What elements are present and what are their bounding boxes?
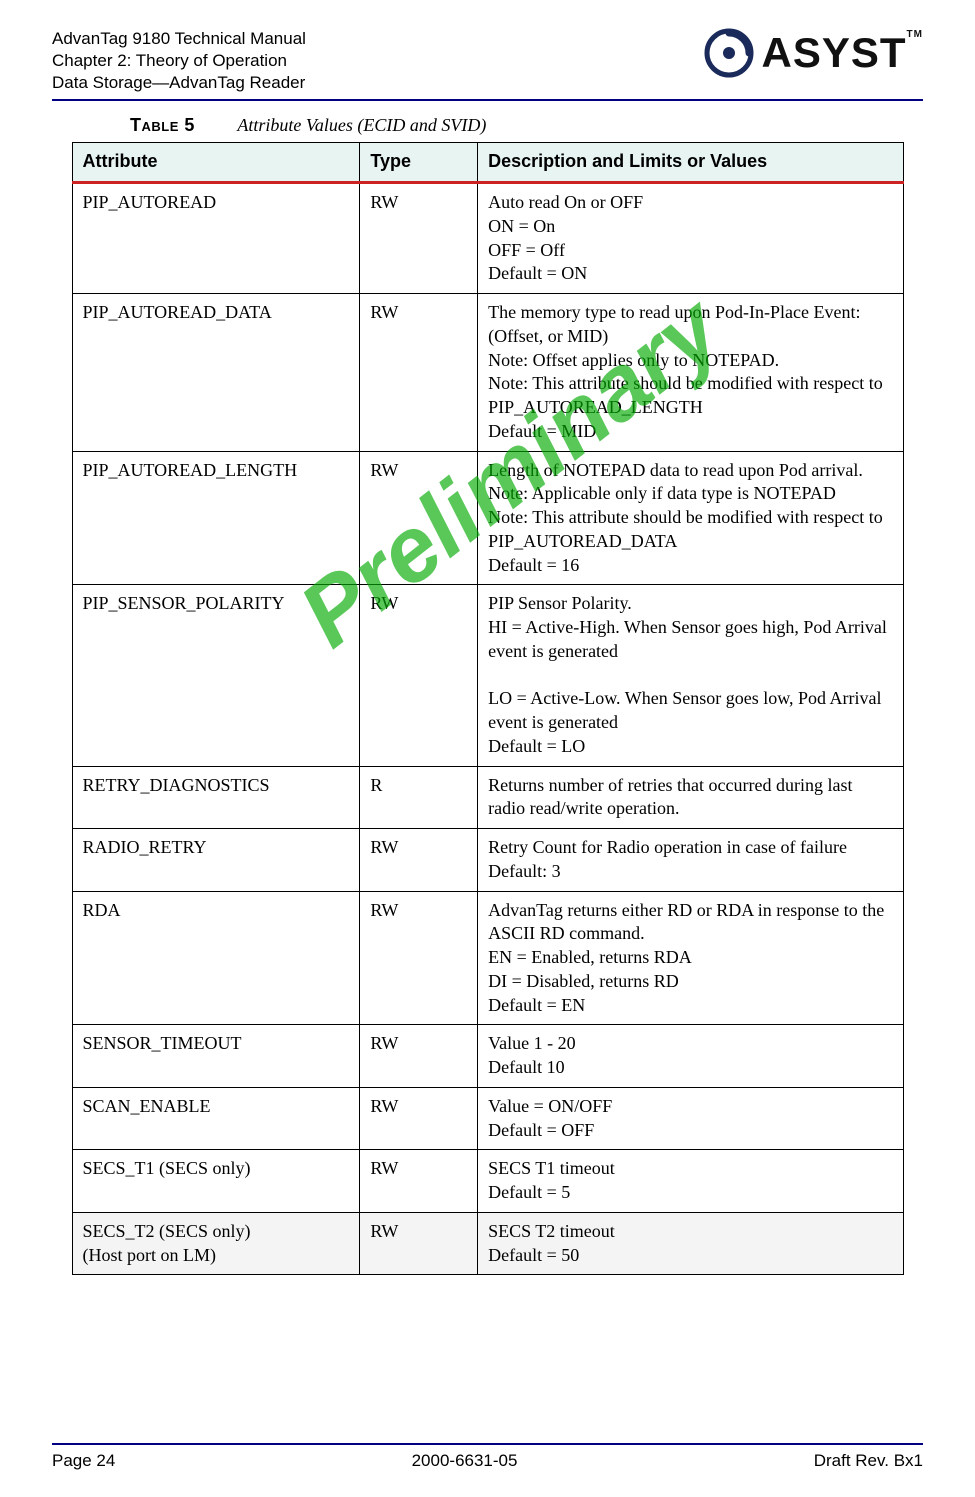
header-left-block: AdvanTag 9180 Technical Manual Chapter 2… <box>52 28 306 93</box>
cell-desc: The memory type to read upon Pod-In-Plac… <box>478 294 903 452</box>
table-caption: Table 5 Attribute Values (ECID and SVID) <box>130 115 923 136</box>
cell-attr: SECS_T2 (SECS only) (Host port on LM) <box>72 1212 360 1275</box>
cell-desc: PIP Sensor Polarity. HI = Active-High. W… <box>478 585 903 766</box>
table-row: PIP_AUTOREADRWAuto read On or OFF ON = O… <box>72 183 903 294</box>
cell-desc: Retry Count for Radio operation in case … <box>478 829 903 892</box>
cell-type: RW <box>360 585 478 766</box>
table-row: SECS_T2 (SECS only) (Host port on LM)RWS… <box>72 1212 903 1275</box>
table-row: RADIO_RETRYRWRetry Count for Radio opera… <box>72 829 903 892</box>
footer-page: Page 24 <box>52 1451 115 1471</box>
cell-type: RW <box>360 1212 478 1275</box>
cell-attr: RDA <box>72 891 360 1025</box>
cell-type: RW <box>360 451 478 585</box>
cell-attr: SENSOR_TIMEOUT <box>72 1025 360 1088</box>
logo-swirl-icon <box>704 28 754 78</box>
doc-title: AdvanTag 9180 Technical Manual <box>52 28 306 50</box>
attribute-table: Attribute Type Description and Limits or… <box>72 142 904 1275</box>
cell-type: RW <box>360 829 478 892</box>
table-row: PIP_AUTOREAD_DATARWThe memory type to re… <box>72 294 903 452</box>
col-attribute: Attribute <box>72 143 360 183</box>
page-header: AdvanTag 9180 Technical Manual Chapter 2… <box>52 28 923 101</box>
col-description: Description and Limits or Values <box>478 143 903 183</box>
table-number: Table 5 <box>130 115 195 135</box>
table-title: Attribute Values (ECID and SVID) <box>237 115 486 135</box>
cell-type: RW <box>360 1150 478 1213</box>
table-header-row: Attribute Type Description and Limits or… <box>72 143 903 183</box>
doc-section: Data Storage—AdvanTag Reader <box>52 72 306 94</box>
table-row: SENSOR_TIMEOUTRWValue 1 - 20 Default 10 <box>72 1025 903 1088</box>
footer-rev: Draft Rev. Bx1 <box>814 1451 923 1471</box>
cell-attr: RADIO_RETRY <box>72 829 360 892</box>
cell-desc: AdvanTag returns either RD or RDA in res… <box>478 891 903 1025</box>
cell-desc: SECS T1 timeout Default = 5 <box>478 1150 903 1213</box>
col-type: Type <box>360 143 478 183</box>
cell-attr: PIP_AUTOREAD_LENGTH <box>72 451 360 585</box>
cell-type: R <box>360 766 478 829</box>
cell-attr: PIP_AUTOREAD <box>72 183 360 294</box>
table-row: RETRY_DIAGNOSTICSRReturns number of retr… <box>72 766 903 829</box>
cell-type: RW <box>360 294 478 452</box>
doc-chapter: Chapter 2: Theory of Operation <box>52 50 306 72</box>
table-row: PIP_AUTOREAD_LENGTHRWLength of NOTEPAD d… <box>72 451 903 585</box>
table-row: PIP_SENSOR_POLARITYRWPIP Sensor Polarity… <box>72 585 903 766</box>
cell-desc: Returns number of retries that occurred … <box>478 766 903 829</box>
cell-desc: Value 1 - 20 Default 10 <box>478 1025 903 1088</box>
page-footer: Page 24 2000-6631-05 Draft Rev. Bx1 <box>52 1443 923 1471</box>
cell-desc: SECS T2 timeout Default = 50 <box>478 1212 903 1275</box>
company-logo: ASYSTTM <box>704 28 923 78</box>
cell-desc: Length of NOTEPAD data to read upon Pod … <box>478 451 903 585</box>
cell-attr: SECS_T1 (SECS only) <box>72 1150 360 1213</box>
logo-text: ASYSTTM <box>762 29 923 77</box>
cell-type: RW <box>360 183 478 294</box>
cell-attr: PIP_AUTOREAD_DATA <box>72 294 360 452</box>
footer-docnum: 2000-6631-05 <box>412 1451 518 1471</box>
cell-type: RW <box>360 1087 478 1150</box>
table-row: SECS_T1 (SECS only)RWSECS T1 timeout Def… <box>72 1150 903 1213</box>
table-row: SCAN_ENABLERWValue = ON/OFF Default = OF… <box>72 1087 903 1150</box>
cell-type: RW <box>360 1025 478 1088</box>
table-row: RDARWAdvanTag returns either RD or RDA i… <box>72 891 903 1025</box>
cell-attr: RETRY_DIAGNOSTICS <box>72 766 360 829</box>
cell-attr: PIP_SENSOR_POLARITY <box>72 585 360 766</box>
cell-type: RW <box>360 891 478 1025</box>
cell-desc: Value = ON/OFF Default = OFF <box>478 1087 903 1150</box>
cell-attr: SCAN_ENABLE <box>72 1087 360 1150</box>
cell-desc: Auto read On or OFF ON = On OFF = Off De… <box>478 183 903 294</box>
